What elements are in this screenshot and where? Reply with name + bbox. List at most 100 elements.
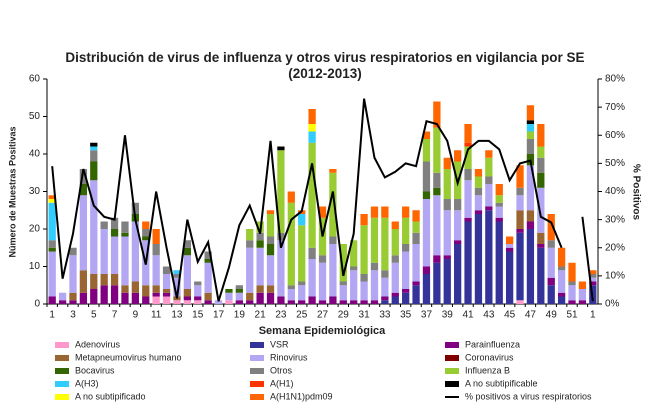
bar-segment: [308, 142, 316, 248]
bar-segment: [474, 210, 483, 214]
bar-segment: [256, 240, 264, 248]
legend-label: Metapneumovirus humano: [75, 352, 182, 362]
bar-segment: [298, 225, 306, 282]
bar-segment: [152, 229, 160, 244]
bar-segment: [183, 289, 191, 297]
bar-segment: [454, 210, 462, 241]
bar-segment: [381, 277, 389, 297]
bar-segment: [464, 217, 472, 222]
bar-segment: [526, 105, 535, 121]
bar-segment: [526, 120, 535, 124]
bar-segment: [277, 296, 285, 304]
bar-segment: [90, 180, 98, 274]
bar-segment: [495, 221, 503, 304]
bar-segment: [360, 274, 368, 282]
bar-segment: [422, 266, 431, 274]
bar-segment: [547, 240, 555, 248]
bar-segment: [277, 146, 285, 151]
x-tick-label: 51: [566, 310, 578, 321]
bar-segment: [90, 142, 98, 147]
bar-segment: [339, 244, 347, 282]
bar-segment: [308, 247, 316, 259]
bar-segment: [422, 191, 431, 199]
bar-segment: [69, 300, 77, 304]
bar-segment: [225, 289, 233, 293]
bar-segment: [433, 127, 441, 173]
y2-tick-label: 60%: [605, 130, 625, 141]
bar-segment: [183, 247, 191, 256]
legend-label: A(H3): [75, 378, 99, 388]
x-tick-label: 3: [70, 310, 76, 321]
bar-segment: [485, 176, 493, 184]
bar-segment: [516, 195, 524, 211]
bar-segment: [79, 292, 88, 304]
bar-segment: [422, 199, 431, 267]
bar-segment: [516, 210, 524, 229]
bar-segment: [381, 270, 389, 278]
x-tick-label: 21: [255, 310, 267, 321]
bar-segment: [298, 285, 306, 301]
bar-segment: [464, 169, 472, 181]
bar-segment: [391, 229, 399, 256]
bar-segment: [131, 281, 140, 293]
bar-segment: [287, 285, 295, 289]
bar-segment: [402, 244, 410, 252]
bar-segment: [142, 229, 150, 237]
bar-segment: [495, 184, 503, 196]
legend-label: Coronavirus: [465, 352, 514, 362]
bar-segment: [526, 165, 535, 211]
bar-segment: [48, 199, 56, 203]
bar-segment: [246, 240, 254, 248]
bar-segment: [246, 247, 254, 293]
bar-segment: [308, 131, 316, 143]
bar-segment: [110, 236, 119, 274]
bar-segment: [454, 240, 462, 244]
bar-segment: [485, 150, 493, 158]
bar-segment: [142, 221, 150, 229]
bar-segment: [204, 251, 212, 259]
bar-segment: [350, 240, 358, 267]
bar-segment: [505, 247, 514, 252]
bar-segment: [454, 150, 462, 162]
bar-segment: [79, 184, 88, 196]
y2-axis-title: % Positivos: [630, 164, 641, 221]
bar-segment: [173, 274, 181, 278]
x-tick-label: 45: [504, 310, 516, 321]
bar-segment: [422, 139, 431, 162]
bar-segment: [412, 281, 420, 286]
legend-label: Rinovirus: [270, 352, 308, 362]
bar-segment: [152, 296, 160, 304]
x-tick-label: 9: [133, 310, 139, 321]
y-axis-title: Número de Muestras Positivas: [7, 126, 17, 257]
bar-segment: [48, 296, 56, 304]
legend-label: % positivos a virus respiratorios: [465, 391, 592, 401]
legend-swatch: [55, 342, 69, 348]
bar-segment: [298, 214, 306, 226]
bar-segment: [422, 131, 431, 139]
bar-segment: [422, 161, 431, 192]
bar-segment: [557, 296, 566, 304]
bar-segment: [370, 217, 379, 263]
bar-segment: [110, 285, 119, 304]
bar-segment: [79, 169, 88, 184]
legend-label: Bocavirus: [75, 365, 115, 375]
bar-segment: [142, 236, 150, 241]
bar-segment: [298, 281, 306, 286]
bar-segment: [69, 292, 77, 301]
bar-segment: [537, 232, 545, 244]
bar-segment: [318, 300, 327, 304]
bar-segment: [433, 255, 441, 263]
x-tick-label: 23: [275, 310, 287, 321]
x-tick-label: 1: [590, 310, 596, 321]
bar-segment: [526, 131, 535, 139]
bar-segment: [266, 292, 275, 304]
bar-segment: [412, 285, 420, 304]
bar-segment: [485, 210, 493, 304]
legend-label: A no subtipificable: [465, 378, 538, 388]
bar-segment: [308, 296, 316, 304]
bar-segment: [162, 266, 171, 274]
x-axis-title: Semana Epidemiológica: [259, 325, 386, 337]
bar-segment: [277, 232, 285, 241]
bar-segment: [433, 101, 441, 128]
bar-segment: [121, 285, 129, 293]
